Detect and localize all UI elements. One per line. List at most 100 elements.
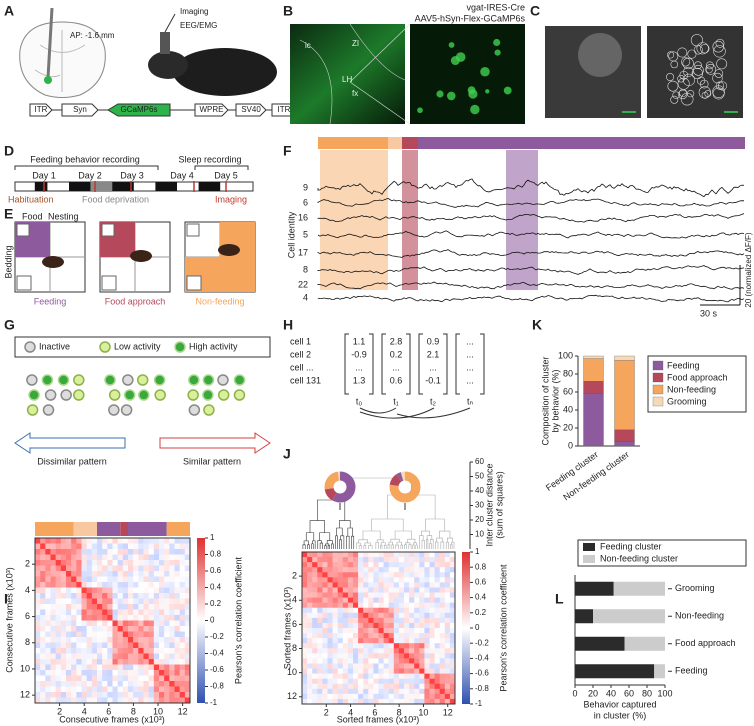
panel-letter: J (283, 446, 291, 462)
heat-cell (117, 554, 124, 561)
heat-cell (50, 609, 56, 616)
heat-cell (117, 648, 124, 654)
heat-cell (347, 663, 354, 669)
heat-cell (327, 597, 333, 603)
heat-cell (444, 668, 451, 674)
heat-cell (368, 678, 374, 685)
heat-cell (419, 638, 425, 644)
heat-cell (347, 587, 354, 593)
heat-cell (373, 612, 379, 619)
heat-cell (86, 686, 93, 693)
heat-cell (307, 552, 313, 558)
heat-cell (174, 609, 180, 616)
heat-cell (122, 582, 129, 588)
trace (317, 249, 745, 258)
heat-cell (102, 637, 108, 643)
heat-cell (148, 664, 155, 671)
heat-cell (148, 659, 155, 665)
heat-cell (174, 675, 180, 682)
heat-cell (388, 638, 395, 644)
heat-cell (76, 686, 82, 693)
heat-cell (50, 648, 56, 654)
heat-cell (317, 582, 323, 588)
heat-cell (414, 612, 420, 619)
heat-cell (169, 659, 175, 665)
label: Sleep recording (178, 154, 241, 164)
heat-cell (449, 612, 456, 619)
neuron (493, 38, 501, 46)
heat-cell (164, 549, 170, 555)
label: Day 4 (170, 170, 194, 180)
heat-cell (86, 615, 93, 621)
heat-cell (60, 609, 67, 616)
heat-cell (122, 697, 129, 704)
heat-cell (424, 698, 430, 705)
heat-cell (76, 626, 82, 632)
heat-cell (35, 576, 41, 583)
heat-cell (112, 582, 118, 588)
heat-cell (358, 663, 364, 669)
heat-cell (383, 668, 389, 674)
label: 20 (475, 515, 484, 524)
heat-cell (439, 693, 446, 700)
heat-cell (342, 582, 349, 588)
heat-cell (148, 631, 155, 638)
heat-cell (337, 592, 344, 598)
heat-cell (337, 597, 344, 603)
dendro-branch (400, 544, 403, 547)
heat-cell (107, 670, 113, 676)
heat-cell (40, 604, 46, 610)
heat-cell (414, 562, 420, 568)
heat-cell (312, 597, 318, 603)
heat-cell (66, 565, 72, 572)
heat-cell (50, 582, 56, 588)
heat-cell (342, 628, 349, 634)
heat-cell (378, 643, 384, 649)
roi (705, 61, 714, 70)
heat-cell (169, 681, 175, 687)
heat-cell (55, 631, 62, 638)
construct-box (61, 103, 99, 117)
heat-cell (373, 622, 379, 629)
heat-frame (301, 551, 456, 705)
heat-cell (317, 617, 323, 624)
heat-cell (449, 648, 456, 654)
dendro-branch (364, 542, 371, 546)
heat-cell (429, 673, 435, 679)
heat-cell (164, 642, 170, 649)
heat-cell (169, 631, 175, 638)
heat-cell (419, 557, 425, 563)
heat-cell (363, 693, 369, 700)
heat-cell (55, 543, 62, 550)
heat-cell (71, 653, 77, 660)
heat-cell (50, 593, 56, 599)
bar-segment (614, 441, 635, 447)
roi (696, 42, 709, 55)
heat-cell (91, 609, 98, 616)
heat-cell (327, 577, 333, 583)
heat-cell (358, 648, 364, 654)
dendro-branch (404, 544, 407, 547)
heat-cell (60, 598, 67, 605)
label: 8 (25, 637, 30, 647)
heat-cell (153, 659, 160, 665)
heat-cell (60, 620, 67, 627)
heat-cell (409, 643, 415, 649)
neuron (485, 89, 490, 94)
label: 100 (558, 350, 573, 360)
heat-cell (184, 686, 191, 693)
heat-cell (153, 565, 160, 572)
heat-cell (439, 567, 446, 573)
heat-cell (342, 597, 349, 603)
heat-cell (184, 538, 191, 544)
dendro-branch (358, 545, 362, 548)
heat-cell (378, 668, 384, 674)
heat-cell (449, 673, 456, 679)
heat-cell (153, 642, 160, 649)
heat-cell (55, 571, 62, 577)
heat-cell (112, 593, 118, 599)
heat-cell (358, 572, 364, 578)
label: Feeding (675, 666, 708, 676)
heat-cell (358, 617, 364, 624)
heat-cell (393, 587, 400, 593)
